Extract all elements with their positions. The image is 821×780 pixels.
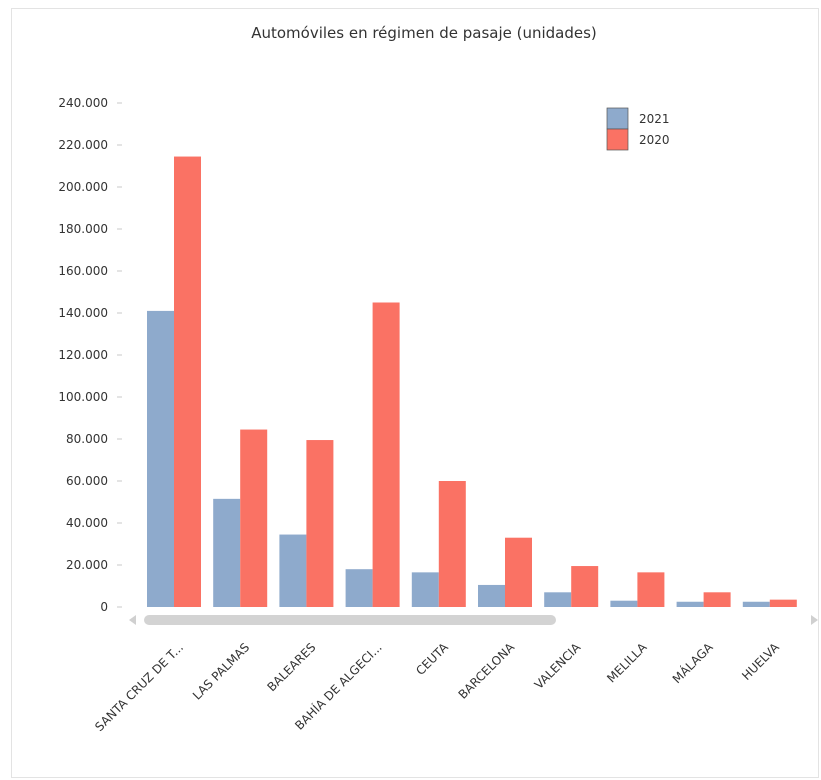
bar-2020-2[interactable] bbox=[306, 440, 334, 607]
y-tick-label: 100.000 bbox=[58, 390, 108, 404]
bar-2021-3[interactable] bbox=[345, 569, 373, 607]
bar-2020-3[interactable] bbox=[372, 302, 400, 608]
scroll-right-arrow-icon[interactable] bbox=[811, 615, 818, 625]
scrollbar-thumb[interactable] bbox=[144, 615, 556, 625]
legend-label-2021: 2021 bbox=[639, 112, 670, 126]
y-tick-label: 140.000 bbox=[58, 306, 108, 320]
bar-2020-5[interactable] bbox=[505, 537, 532, 607]
chart-panel bbox=[11, 8, 819, 778]
legend-label-2020: 2020 bbox=[639, 133, 670, 147]
bar-2020-0[interactable] bbox=[174, 156, 201, 608]
y-tick-label: 20.000 bbox=[66, 558, 108, 572]
bars bbox=[147, 156, 797, 608]
legend-swatch-2021 bbox=[606, 107, 629, 130]
x-category-label: HUELVA bbox=[739, 640, 782, 683]
y-tick-label: 160.000 bbox=[58, 264, 108, 278]
chart-title: Automóviles en régimen de pasaje (unidad… bbox=[251, 24, 597, 42]
bar-2021-6[interactable] bbox=[544, 592, 572, 607]
x-category-label: MELILLA bbox=[604, 640, 650, 686]
legend-swatch-2020 bbox=[606, 128, 629, 151]
bar-2020-7[interactable] bbox=[637, 572, 665, 607]
bar-2020-8[interactable] bbox=[703, 592, 731, 607]
x-axis-labels: SANTA CRUZ DE T... LAS PALMAS BALEARESBAHÍ… bbox=[92, 639, 782, 734]
y-tick-label: 0 bbox=[100, 600, 108, 614]
x-category-label: SANTA CRUZ DE T... bbox=[92, 640, 186, 734]
y-tick-label: 80.000 bbox=[66, 432, 108, 446]
y-tick-label: 200.000 bbox=[58, 180, 108, 194]
y-tick-label: 180.000 bbox=[58, 222, 108, 236]
x-category-label: MÁLAGA bbox=[669, 639, 716, 686]
x-category-label: LAS PALMAS bbox=[190, 640, 252, 702]
x-category-label: BALEARES bbox=[264, 640, 318, 694]
bar-2021-7[interactable] bbox=[610, 600, 638, 607]
bar-2020-9[interactable] bbox=[769, 599, 797, 607]
bar-2020-4[interactable] bbox=[438, 481, 466, 607]
bar-2021-4[interactable] bbox=[411, 572, 439, 607]
x-category-label: BARCELONA bbox=[456, 640, 518, 702]
horizontal-scrollbar[interactable] bbox=[129, 615, 818, 625]
bar-2021-5[interactable] bbox=[478, 584, 505, 607]
x-category-label: CEUTA bbox=[413, 640, 451, 678]
legend: 2021 2020 bbox=[606, 107, 670, 151]
bar-2020-1[interactable] bbox=[240, 429, 268, 607]
y-tick-label: 60.000 bbox=[66, 474, 108, 488]
y-tick-label: 120.000 bbox=[58, 348, 108, 362]
scroll-left-arrow-icon[interactable] bbox=[129, 615, 136, 625]
bar-2021-9[interactable] bbox=[742, 601, 770, 607]
bar-2020-6[interactable] bbox=[571, 566, 599, 607]
y-tick-label: 220.000 bbox=[58, 138, 108, 152]
y-tick-label: 240.000 bbox=[58, 96, 108, 110]
y-axis: 0 20.000 40.000 60.000 80.000 100.000 120.000 1… bbox=[58, 96, 122, 614]
bar-2021-2[interactable] bbox=[279, 534, 307, 607]
bar-2021-1[interactable] bbox=[213, 498, 241, 607]
bar-2021-0[interactable] bbox=[147, 310, 174, 607]
bar-2021-8[interactable] bbox=[676, 601, 704, 607]
y-tick-label: 40.000 bbox=[66, 516, 108, 530]
x-category-label: VALENCIA bbox=[532, 640, 584, 692]
